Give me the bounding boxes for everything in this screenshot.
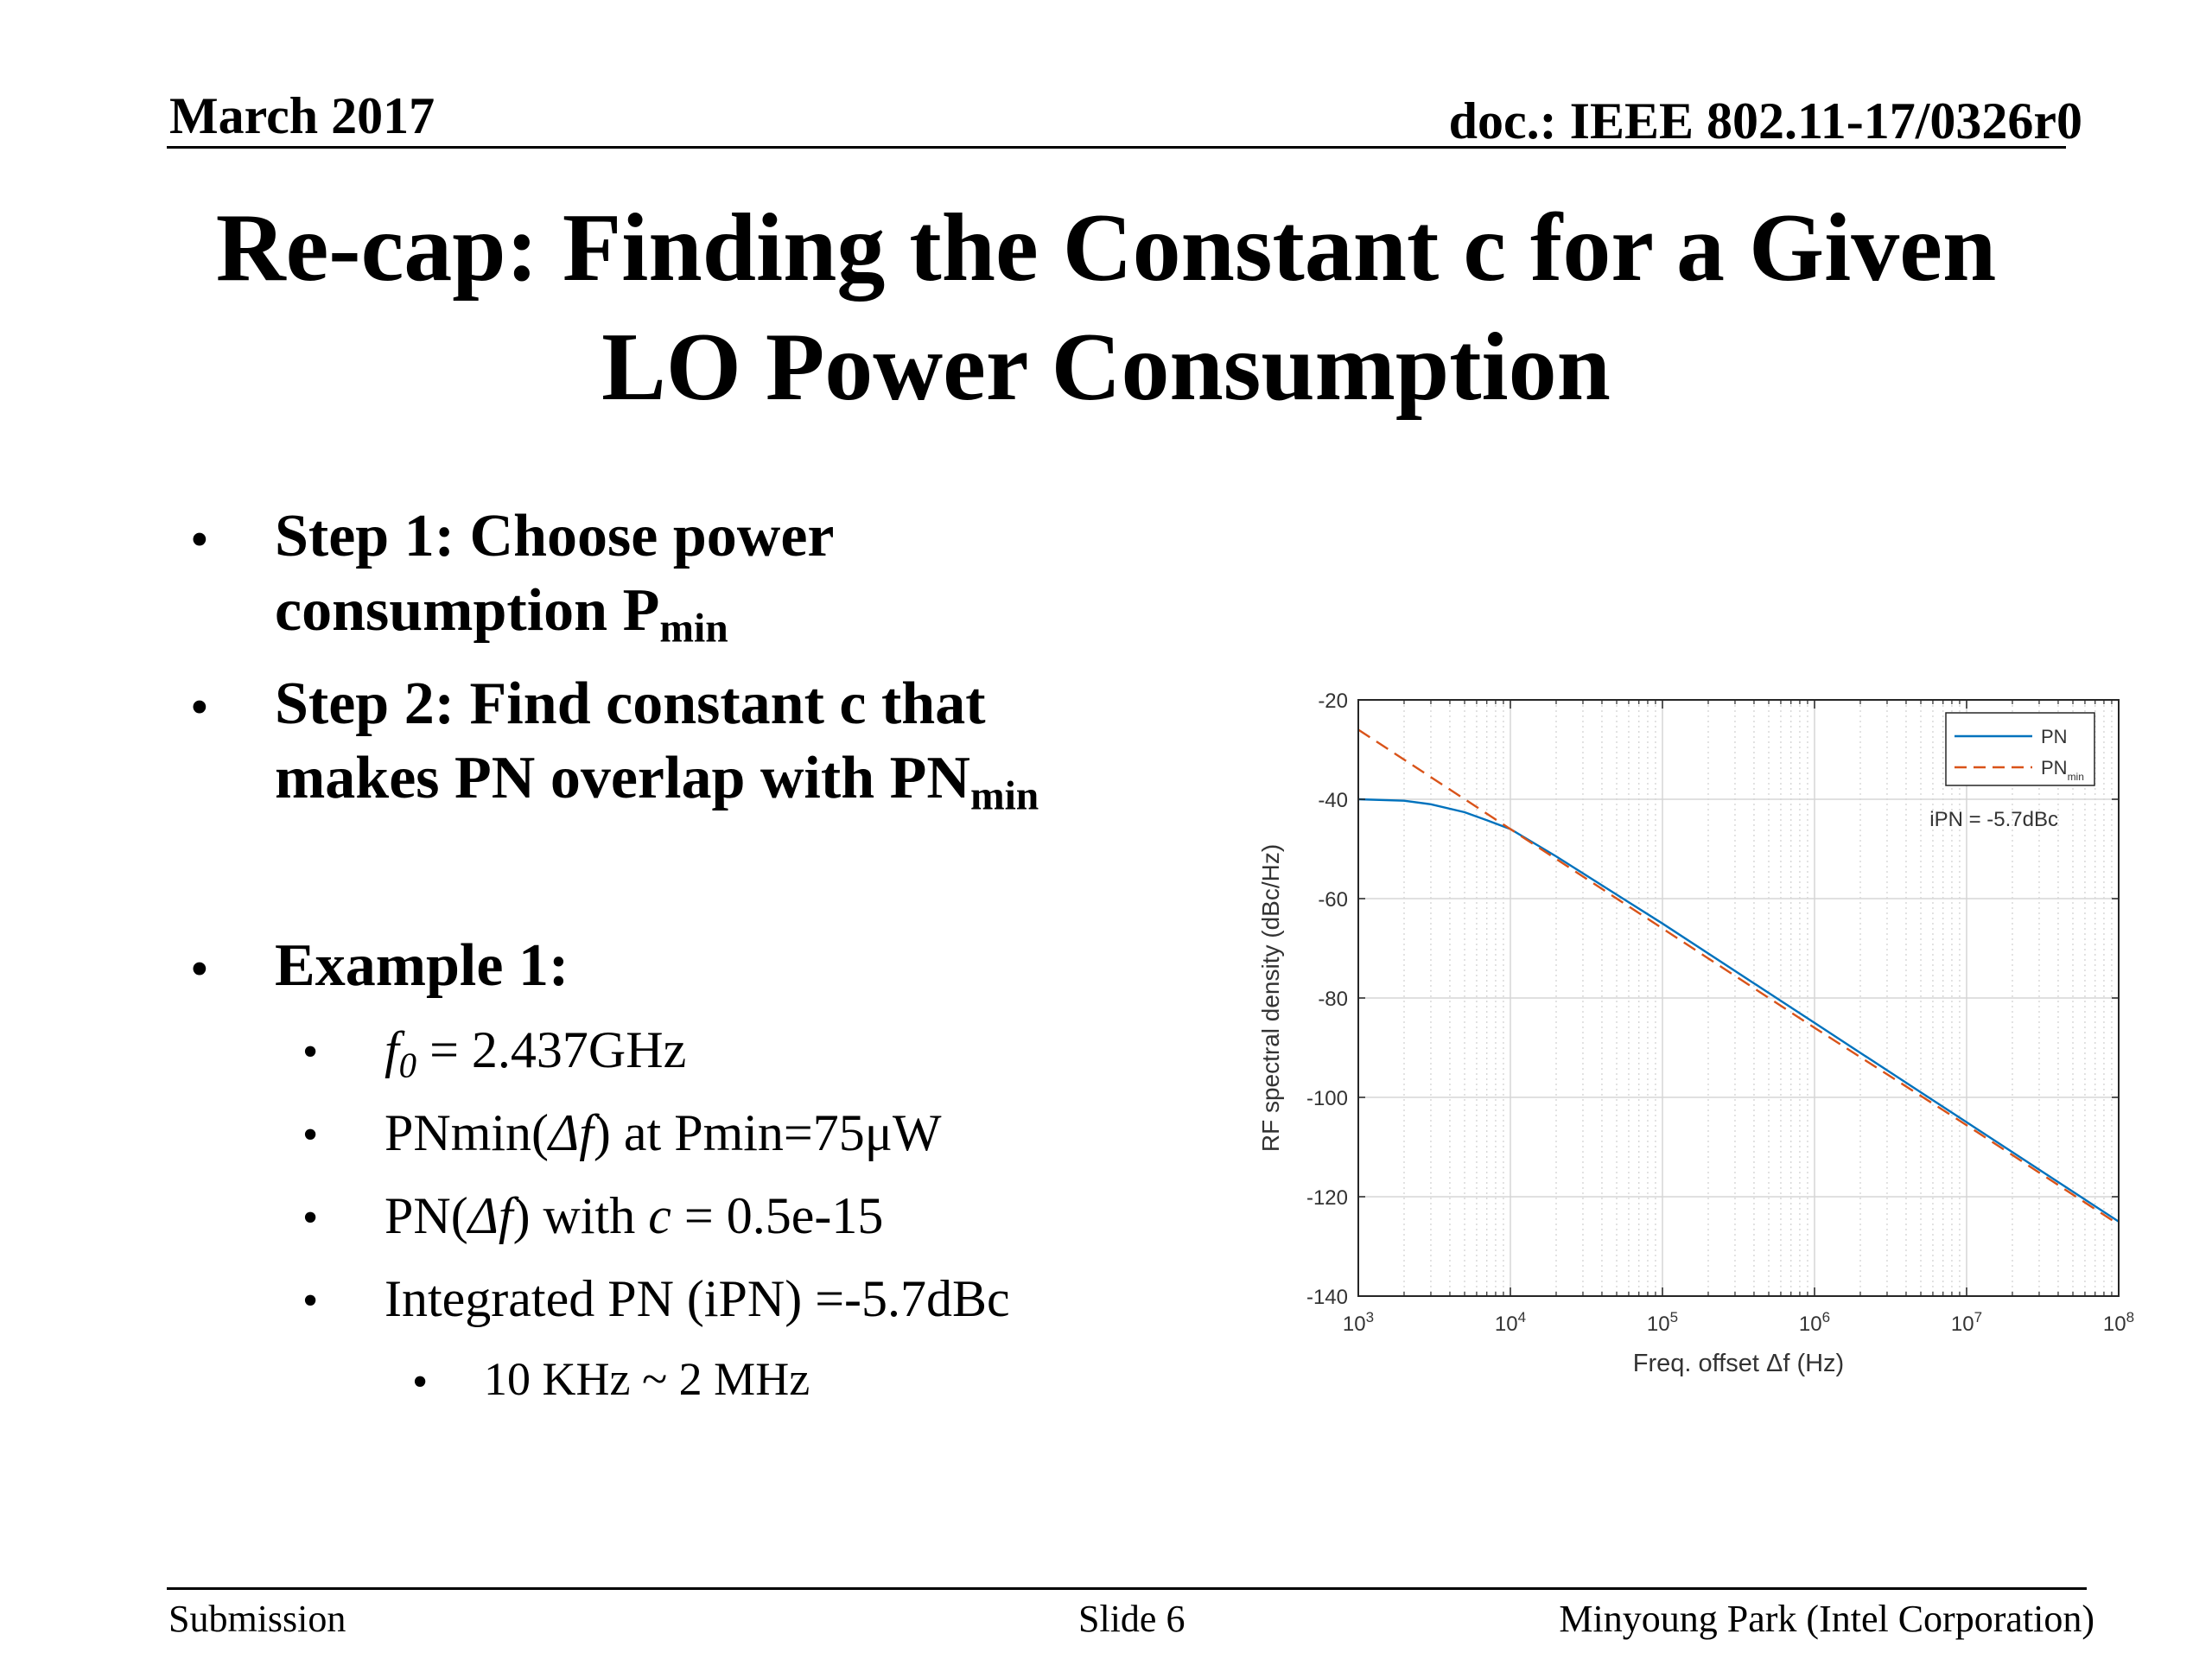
footer-slide-number: Slide 6 <box>1078 1598 1185 1640</box>
bullet-step1: Step 1: Choose power consumption Pmin <box>275 499 835 652</box>
pnmin-text-a: PNmin( <box>385 1104 550 1161</box>
pnmin-text-b: ) at Pmin=75μW <box>593 1104 942 1161</box>
bullet-step1-sub: min <box>659 606 728 652</box>
pn-c: c <box>648 1187 671 1244</box>
bullet-step1-text: consumption P <box>275 577 660 644</box>
pn-text-b: ) with <box>512 1187 649 1244</box>
series-line-pnmin <box>1357 728 2120 1226</box>
legend-label-pn: PN <box>2041 726 2068 747</box>
x-tick-label: 103 <box>1343 1309 1374 1336</box>
sub-bullet-f0: f0 = 2.437GHz <box>385 1020 687 1083</box>
bullet-dot: • <box>190 940 209 999</box>
pn-text-d: = 0.5e-15 <box>671 1187 884 1244</box>
y-tick-label: -20 <box>1318 690 1348 713</box>
bullet-dot: • <box>190 511 209 569</box>
series-group <box>1357 728 2120 1226</box>
bullet-step2-line1: Step 2: Find constant c that <box>275 671 986 737</box>
bullet-step1-line1: Step 1: Choose power <box>275 503 835 569</box>
footer-submission: Submission <box>168 1598 346 1640</box>
y-tick-label: -40 <box>1318 789 1348 812</box>
x-tick-label: 105 <box>1647 1309 1678 1336</box>
x-tick-label: 107 <box>1951 1309 1982 1336</box>
sub-bullet-pn: PN(Δf) with c = 0.5e-15 <box>385 1185 883 1246</box>
x-tick-label: 104 <box>1495 1309 1526 1336</box>
f0-sub: 0 <box>398 1046 417 1085</box>
y-tick-label: -100 <box>1306 1087 1348 1110</box>
slide-title-line2: LO Power Consumption <box>601 314 1611 421</box>
x-tick-label: 108 <box>2103 1309 2134 1336</box>
bullet-step2: Step 2: Find constant c that makes PN ov… <box>275 667 1039 819</box>
sub-bullet-ipn: Integrated PN (iPN) =-5.7dBc <box>385 1270 1010 1327</box>
slide-title: Re-cap: Finding the Constant c for a Giv… <box>130 188 2082 427</box>
x-axis-label: Freq. offset Δf (Hz) <box>1633 1350 1844 1377</box>
bullet-step2-sub: min <box>969 773 1039 819</box>
x-tick-label: 106 <box>1799 1309 1830 1336</box>
legend-label-pnmin: PNmin <box>2041 757 2084 783</box>
pnmin-var: Δf <box>549 1104 594 1161</box>
bullet-dot: • <box>190 678 209 737</box>
sub-bullet-pnmin: PNmin(Δf) at Pmin=75μW <box>385 1103 942 1163</box>
y-tick-label: -120 <box>1306 1186 1348 1210</box>
sub-bullet-dot: • <box>302 1027 319 1077</box>
f0-value: = 2.437GHz <box>416 1021 687 1078</box>
sub-bullet-dot: • <box>302 1110 319 1160</box>
footer-author: Minyoung Park (Intel Corporation) <box>1559 1598 2094 1640</box>
slide-title-line1: Re-cap: Finding the Constant c for a Giv… <box>215 194 1997 302</box>
y-tick-label: -60 <box>1318 888 1348 912</box>
bullet-step2-text: makes PN overlap with PN <box>275 745 970 811</box>
y-tick-label: -140 <box>1306 1286 1348 1309</box>
sub-bullet-dot: • <box>302 1276 319 1325</box>
bullet-step2-line2: makes PN overlap with PNmin <box>275 741 1039 819</box>
f0-var: f <box>385 1021 399 1078</box>
bullet-step1-line2: consumption Pmin <box>275 574 834 652</box>
legend-box <box>1945 712 2095 786</box>
sub-sub-bullet-range: 10 KHz ~ 2 MHz <box>484 1353 810 1405</box>
header-doc-id: doc.: IEEE 802.11-17/0326r0 <box>1448 92 2082 149</box>
bullet-example: Example 1: <box>275 932 569 999</box>
pn-text-a: PN( <box>385 1187 468 1244</box>
pn-var: Δf <box>467 1187 513 1244</box>
header-date: March 2017 <box>169 87 435 144</box>
legend: PN PNmin <box>1945 712 2095 786</box>
series-line-pn <box>1357 798 2120 1223</box>
ipn-annotation: iPN = -5.7dBc <box>1929 808 2058 831</box>
y-tick-label: -80 <box>1318 988 1348 1011</box>
y-axis-label: RF spectral density (dBc/Hz) <box>1257 844 1284 1152</box>
sub-sub-bullet-dot: • <box>412 1357 429 1407</box>
sub-bullet-dot: • <box>302 1193 319 1243</box>
footer-divider <box>167 1587 2087 1590</box>
header-divider <box>167 146 2066 149</box>
